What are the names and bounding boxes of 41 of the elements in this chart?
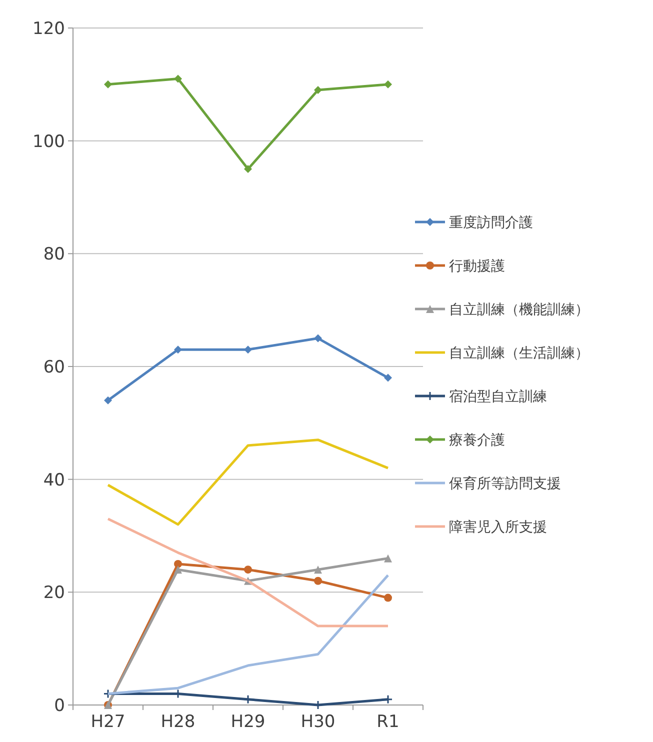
point <box>174 566 182 574</box>
x-tick-label: H28 <box>160 712 196 732</box>
y-tick-label: 100 <box>32 132 65 152</box>
point <box>314 576 322 585</box>
point <box>174 74 182 83</box>
point <box>384 554 392 562</box>
point <box>314 566 322 574</box>
x-tick-label: H27 <box>90 712 126 732</box>
point <box>244 346 252 354</box>
y-tick-label: 20 <box>43 583 65 604</box>
legend-label: 宿泊型自立訓練 <box>449 389 547 405</box>
point <box>104 396 112 404</box>
y-tick-label: 0 <box>54 696 65 716</box>
point <box>384 374 392 382</box>
point <box>314 334 322 342</box>
legend-label: 重度訪問介護 <box>449 215 533 231</box>
point <box>174 560 182 568</box>
line-series <box>106 438 390 526</box>
legend-label: 行動援護 <box>449 258 505 274</box>
x-tick-label: H30 <box>300 712 336 732</box>
line-series <box>106 518 390 628</box>
legend-label: 保育所等訪問支援 <box>449 475 561 492</box>
point <box>313 700 323 710</box>
point <box>244 165 252 174</box>
point <box>174 346 182 354</box>
point <box>244 566 252 574</box>
legend-label: 療養介護 <box>449 432 505 448</box>
legend-label: 自立訓練（生活訓練） <box>449 346 589 362</box>
x-tick-label: R1 <box>376 712 400 732</box>
point <box>384 80 392 88</box>
y-tick-label: 80 <box>43 244 65 265</box>
y-tick-label: 40 <box>43 470 65 490</box>
y-tick-label: 60 <box>43 358 65 378</box>
point <box>104 80 112 88</box>
legend-label: 自立訓練（機能訓練） <box>449 302 589 318</box>
line-series <box>106 574 390 695</box>
point <box>384 594 392 602</box>
legend-label: 障害児入所支援 <box>449 520 547 536</box>
y-tick-label: 120 <box>32 19 65 39</box>
x-tick-label: H29 <box>230 712 266 732</box>
point <box>314 86 322 94</box>
